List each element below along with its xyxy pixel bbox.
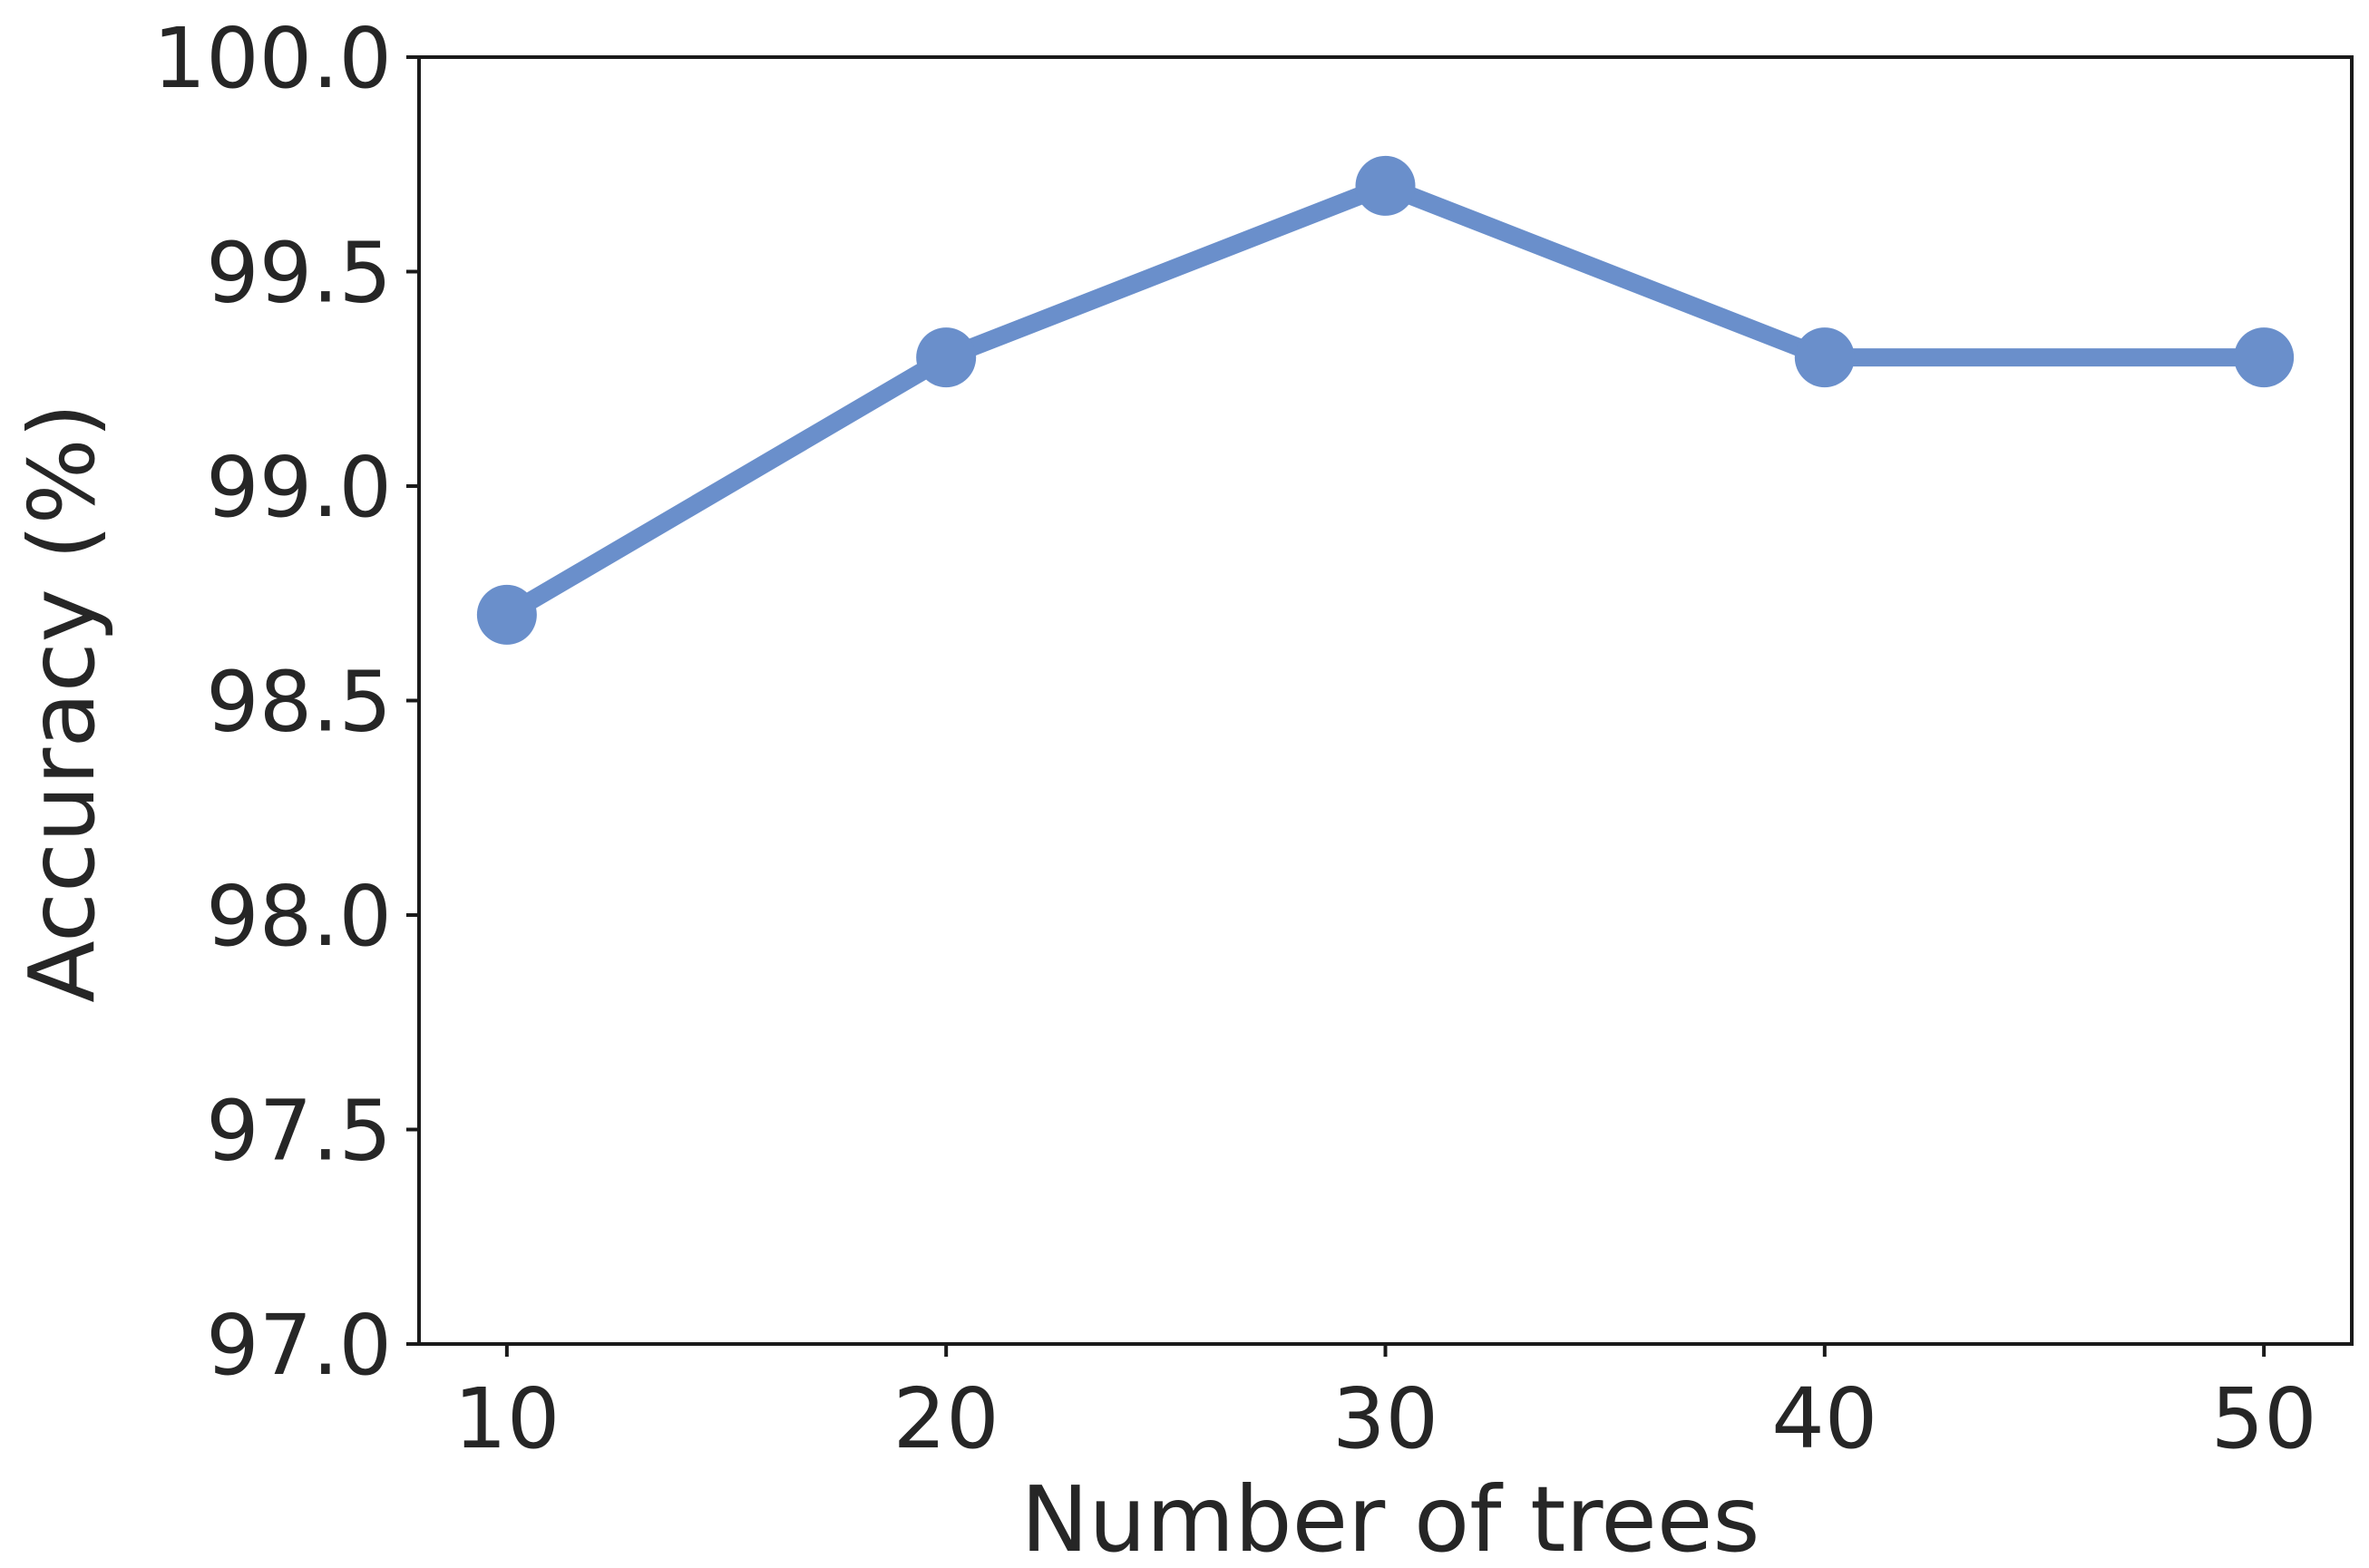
x-tick-label: 40	[1771, 1370, 1877, 1467]
y-tick-label: 99.0	[206, 439, 392, 536]
y-axis-label: Accuracy (%)	[9, 403, 115, 1002]
x-axis-label: Number of trees	[1021, 1466, 1760, 1568]
series-line	[497, 176, 2274, 624]
y-tick-label: 100.0	[153, 10, 392, 107]
y-tick-label: 98.5	[206, 654, 392, 751]
x-tick-label: 30	[1332, 1370, 1438, 1467]
y-tick-label: 98.0	[206, 868, 392, 965]
y-axis: 97.0 97.5 98.0 98.5 99.0 99.5 100.0	[153, 10, 419, 1394]
x-axis: 10 20 30 40 50	[453, 1344, 2317, 1467]
data-point	[2234, 327, 2295, 388]
data-point	[1355, 155, 1416, 216]
data-point	[916, 327, 977, 388]
plot-area	[417, 55, 2354, 1346]
x-tick-label: 10	[453, 1370, 560, 1467]
x-tick-label: 50	[2211, 1370, 2317, 1467]
y-tick-label: 97.0	[206, 1297, 392, 1394]
y-tick-label: 97.5	[206, 1083, 392, 1180]
data-point	[1794, 327, 1855, 388]
plot-frame	[417, 55, 2354, 1346]
y-tick-label: 99.5	[206, 225, 392, 322]
x-tick-label: 20	[893, 1370, 999, 1467]
data-point	[476, 584, 537, 645]
